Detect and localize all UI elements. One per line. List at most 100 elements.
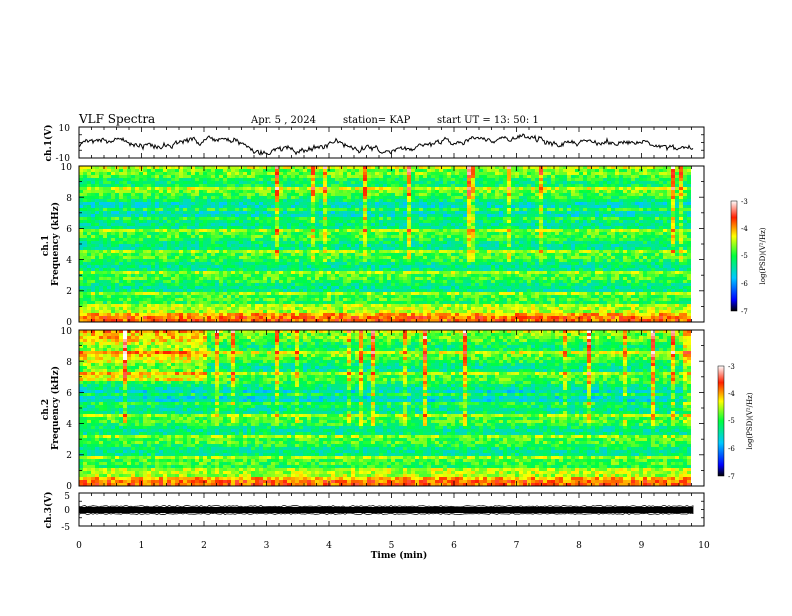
spectrogram-cell — [391, 214, 395, 217]
spectrogram-cell — [515, 208, 519, 211]
spectrogram-cell — [323, 205, 327, 208]
spectrogram-cell — [163, 193, 167, 196]
spectrogram-cell — [407, 250, 411, 253]
spectrogram-cell — [359, 232, 363, 235]
spectrogram-cell — [223, 241, 227, 244]
spectrogram-cell — [367, 172, 371, 175]
spectrogram-cell — [191, 172, 195, 175]
spectrogram-cell — [351, 199, 355, 202]
spectrogram-cell — [271, 259, 275, 262]
spectrogram-cell — [611, 241, 615, 244]
spectrogram-cell — [199, 229, 203, 232]
spectrogram-cell — [187, 166, 191, 169]
spectrogram-cell — [455, 220, 459, 223]
spectrogram-cell — [503, 223, 507, 226]
spectrogram-cell — [143, 196, 147, 199]
spectrogram-cell — [371, 184, 375, 187]
date-label: Apr. 5 , 2024 — [250, 115, 316, 126]
spectrogram-cell — [299, 220, 303, 223]
spectrogram-cell — [551, 238, 555, 241]
spectrogram-cell — [427, 187, 431, 190]
spectrogram-cell — [611, 256, 615, 259]
spectrogram-cell — [171, 226, 175, 229]
spectrogram-cell — [259, 211, 263, 214]
spectrogram-cell — [103, 172, 107, 175]
spectrogram-cell — [475, 193, 479, 196]
spectrogram-cell — [627, 205, 631, 208]
spectrogram-cell — [439, 232, 443, 235]
spectrogram-cell — [611, 235, 615, 238]
spectrogram-cell — [435, 172, 439, 175]
spectrogram-cell — [215, 205, 219, 208]
spectrogram-cell — [287, 232, 291, 235]
spectrogram-cell — [323, 229, 327, 232]
spectrogram-cell — [627, 211, 631, 214]
spectrogram-cell — [115, 259, 119, 262]
spectrogram-cell — [379, 238, 383, 241]
spectrogram-cell — [527, 253, 531, 256]
spectrogram-cell — [635, 259, 639, 262]
spectrogram-cell — [371, 247, 375, 250]
spectrogram-cell — [319, 238, 323, 241]
spectrogram-cell — [447, 172, 451, 175]
spectrogram-cell — [407, 184, 411, 187]
spectrogram-cell — [335, 253, 339, 256]
spectrogram-cell — [287, 181, 291, 184]
spectrogram-cell — [139, 238, 143, 241]
spectrogram-cell — [519, 205, 523, 208]
spectrogram-cell — [207, 247, 211, 250]
spectrogram-cell — [83, 193, 87, 196]
spectrogram-cell — [407, 181, 411, 184]
spectrogram-cell — [491, 184, 495, 187]
spectrogram-cell — [403, 193, 407, 196]
spectrogram-cell — [127, 178, 131, 181]
spectrogram-cell — [655, 187, 659, 190]
spectrogram-cell — [243, 259, 247, 262]
spectrogram-cell — [595, 232, 599, 235]
spectrogram-cell — [291, 196, 295, 199]
spectrogram-cell — [87, 181, 91, 184]
spectrogram-cell — [299, 253, 303, 256]
spectrogram-cell — [631, 238, 635, 241]
spectrogram-cell — [127, 175, 131, 178]
spectrogram-cell — [371, 238, 375, 241]
spectrogram-cell — [515, 169, 519, 172]
spectrogram-cell — [551, 196, 555, 199]
spectrogram-cell — [115, 199, 119, 202]
spectrogram-cell — [87, 172, 91, 175]
spectrogram-cell — [295, 178, 299, 181]
spectrogram-cell — [579, 229, 583, 232]
spectrogram-cell — [403, 202, 407, 205]
spectrogram-cell — [215, 181, 219, 184]
spectrogram-cell — [675, 166, 679, 169]
spectrogram-cell — [407, 208, 411, 211]
spectrogram-cell — [367, 166, 371, 169]
spectrogram-cell — [255, 178, 259, 181]
spectrogram-cell — [115, 166, 119, 169]
spectrogram-cell — [311, 166, 315, 169]
spectrogram-cell — [495, 193, 499, 196]
spectrogram-cell — [255, 226, 259, 229]
spectrogram-cell — [623, 190, 627, 193]
spectrogram-cell — [311, 232, 315, 235]
spectrogram-cell — [631, 211, 635, 214]
spectrogram-cell — [267, 250, 271, 253]
spectrogram-cell — [139, 235, 143, 238]
spectrogram-cell — [95, 205, 99, 208]
spectrogram-cell — [291, 193, 295, 196]
spectrogram-cell — [595, 172, 599, 175]
spectrogram-cell — [659, 229, 663, 232]
spectrogram-cell — [527, 187, 531, 190]
spectrogram-cell — [235, 232, 239, 235]
spectrogram-cell — [599, 184, 603, 187]
spectrogram-cell — [571, 226, 575, 229]
spectrogram-cell — [447, 175, 451, 178]
spectrogram-cell — [427, 214, 431, 217]
spectrogram-cell — [195, 214, 199, 217]
spectrogram-cell — [491, 196, 495, 199]
spectrogram-cell — [283, 226, 287, 229]
spectrogram-cell — [335, 223, 339, 226]
spectrogram-cell — [283, 232, 287, 235]
spectrogram-cell — [391, 259, 395, 262]
spectrogram-cell — [667, 241, 671, 244]
